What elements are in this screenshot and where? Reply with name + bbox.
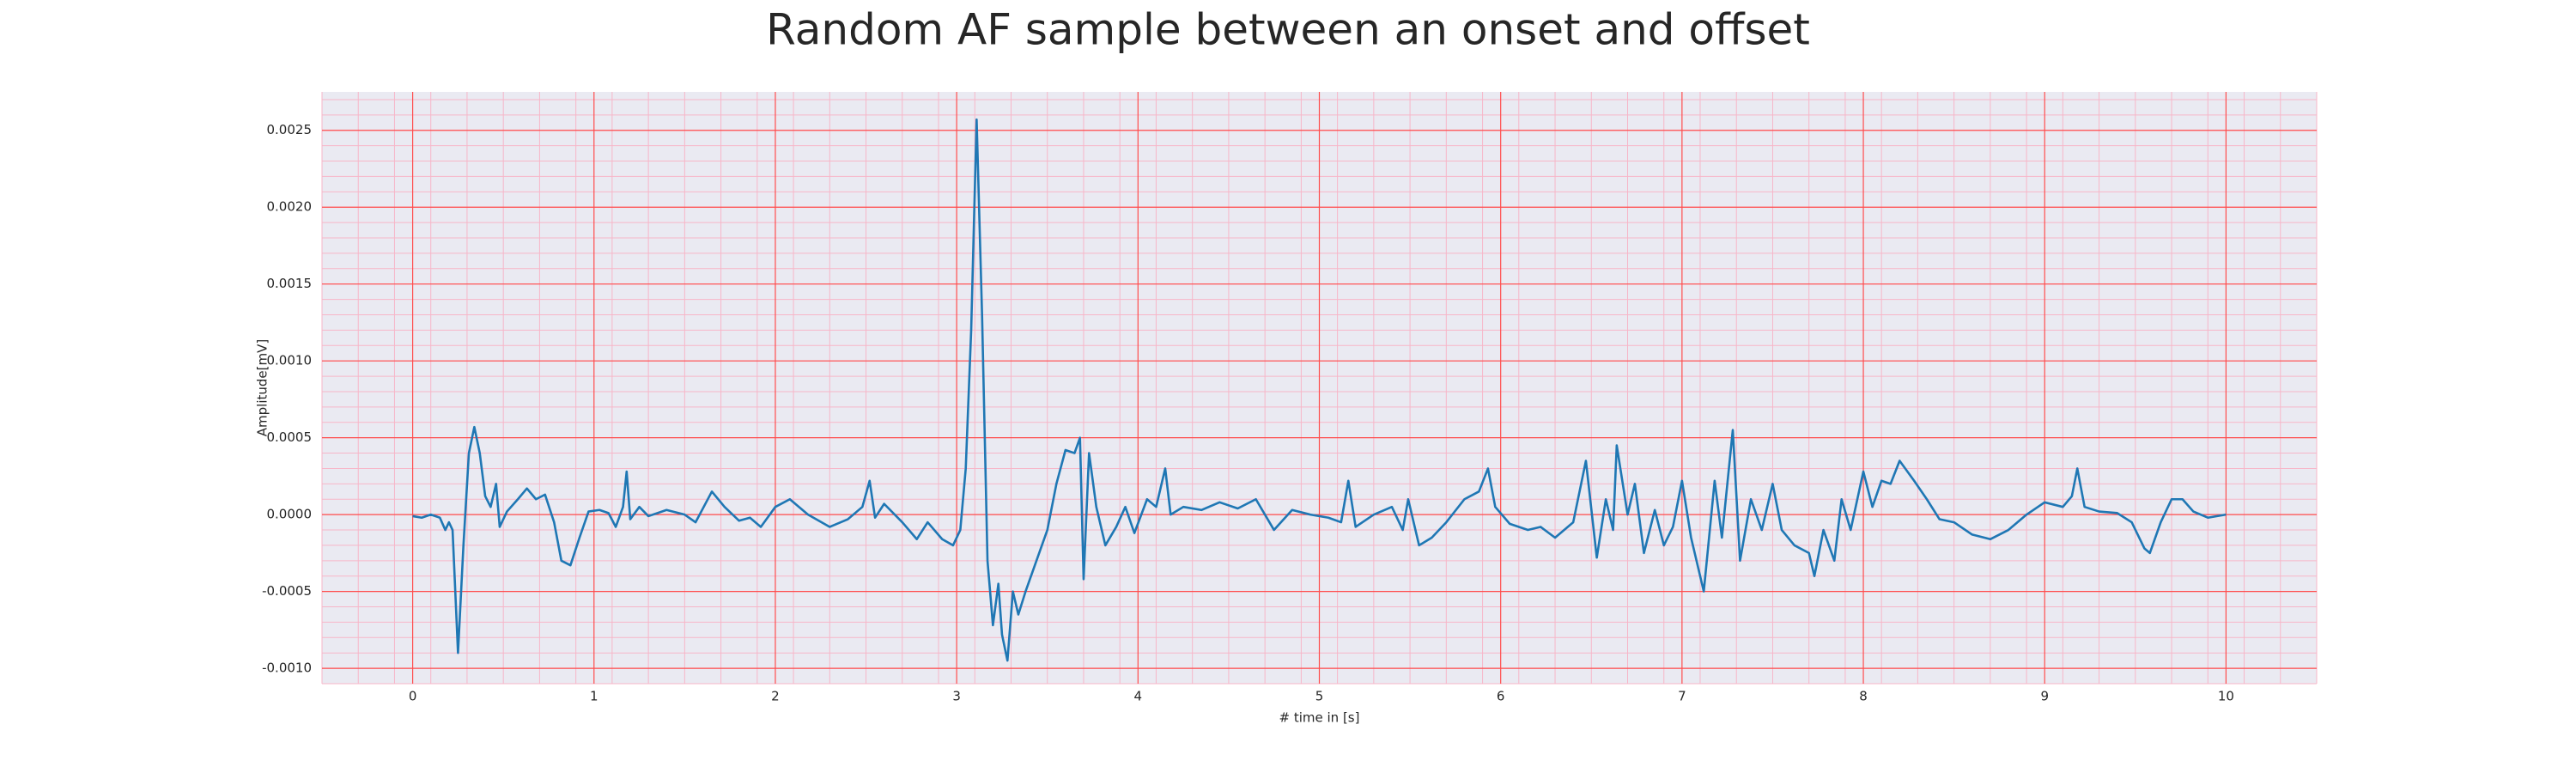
x-tick-label: 7 <box>1678 689 1686 704</box>
y-tick-label: 0.0005 <box>267 429 313 445</box>
x-tick-label: 4 <box>1134 689 1143 704</box>
y-tick-label: -0.0005 <box>262 583 312 599</box>
y-tick-label: 0.0020 <box>267 199 313 215</box>
x-tick-label: 2 <box>771 689 780 704</box>
y-tick-label: 0.0000 <box>267 507 313 522</box>
y-tick-label: 0.0015 <box>267 276 313 291</box>
x-tick-label: 8 <box>1859 689 1868 704</box>
x-tick-label: 0 <box>409 689 417 704</box>
y-tick-label: 0.0025 <box>267 122 313 137</box>
chart-title: Random AF sample between an onset and of… <box>766 5 1810 55</box>
x-axis-label: # time in [s] <box>1279 710 1360 726</box>
x-tick-label: 10 <box>2218 689 2234 704</box>
x-tick-label: 5 <box>1315 689 1324 704</box>
y-tick-label: -0.0010 <box>262 660 312 676</box>
x-tick-label: 1 <box>590 689 598 704</box>
signal-line <box>412 118 2227 662</box>
x-tick-label: 6 <box>1497 689 1505 704</box>
y-axis-label: Amplitude[mV] <box>255 339 270 436</box>
x-tick-label: 9 <box>2040 689 2049 704</box>
y-tick-label: 0.0010 <box>267 353 313 368</box>
x-tick-label: 3 <box>952 689 961 704</box>
